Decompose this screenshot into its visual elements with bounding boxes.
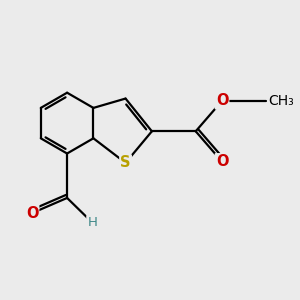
- Text: CH₃: CH₃: [268, 94, 294, 108]
- Text: H: H: [87, 216, 97, 229]
- Text: O: O: [216, 93, 228, 108]
- Text: S: S: [120, 155, 131, 170]
- Text: O: O: [26, 206, 38, 220]
- Text: O: O: [216, 154, 228, 169]
